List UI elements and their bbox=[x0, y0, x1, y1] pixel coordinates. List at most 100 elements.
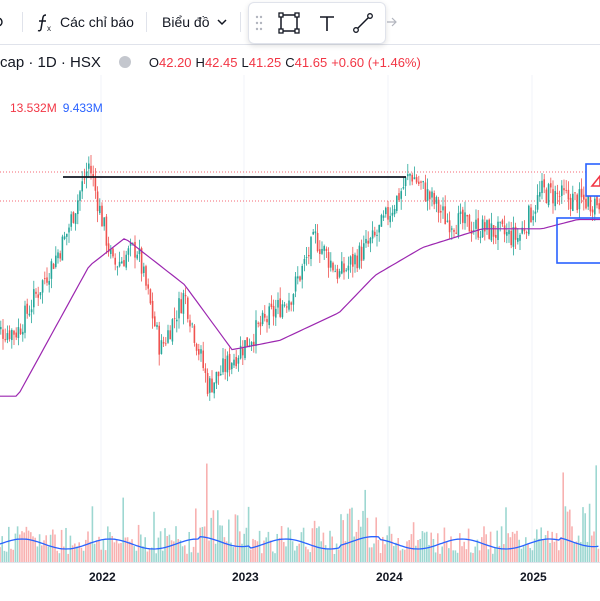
candle-body bbox=[114, 257, 116, 265]
alert-marker-box[interactable] bbox=[585, 163, 600, 197]
candle-body bbox=[433, 193, 435, 205]
candle-body bbox=[393, 208, 396, 215]
indicators-button[interactable]: x Các chỉ báo bbox=[34, 0, 134, 44]
volume-bar bbox=[206, 463, 208, 562]
candle-body bbox=[506, 232, 508, 236]
rectangle-tool-icon[interactable] bbox=[277, 11, 301, 35]
volume-bar bbox=[577, 535, 580, 562]
volume-bar bbox=[320, 541, 322, 562]
volume-bar bbox=[591, 535, 593, 562]
candle-body bbox=[539, 192, 541, 197]
volume-bar bbox=[179, 540, 182, 562]
candle-body bbox=[530, 207, 532, 223]
volume-bar bbox=[393, 546, 395, 562]
volume-bar bbox=[245, 527, 248, 562]
ohlc-close: C41.65 bbox=[285, 54, 328, 70]
volume-bar bbox=[291, 541, 294, 562]
candle-body bbox=[442, 206, 444, 211]
indicators-label: Các chỉ báo bbox=[60, 14, 134, 30]
candle-body bbox=[486, 220, 488, 230]
candle-body bbox=[550, 183, 552, 188]
volume-bar bbox=[549, 542, 551, 562]
candle-body bbox=[363, 243, 365, 260]
candle-body bbox=[374, 231, 376, 236]
volume-bar bbox=[340, 514, 342, 562]
volume-bar bbox=[272, 551, 274, 562]
volume-bar bbox=[487, 549, 490, 562]
chevron-down-icon bbox=[217, 19, 228, 26]
candle-body bbox=[235, 356, 237, 367]
volume-bar bbox=[509, 537, 512, 562]
volume-bar bbox=[300, 532, 303, 562]
toolbar-divider bbox=[146, 12, 147, 32]
volume-bar bbox=[203, 526, 206, 562]
arrow-right-icon[interactable] bbox=[386, 0, 398, 44]
volume-bar bbox=[217, 510, 219, 562]
candle-body bbox=[83, 178, 86, 180]
candle-body bbox=[116, 266, 119, 268]
candle-body bbox=[195, 343, 198, 351]
candle-body bbox=[552, 189, 554, 204]
trend-line-tool-icon[interactable] bbox=[351, 11, 375, 35]
candle-body bbox=[92, 173, 94, 178]
volume-bar bbox=[34, 537, 36, 562]
drag-handle-icon[interactable] bbox=[253, 11, 265, 35]
volume-bar bbox=[140, 534, 142, 562]
volume-bar bbox=[478, 550, 481, 562]
volume-bar bbox=[580, 542, 582, 562]
volume-bar bbox=[564, 506, 567, 562]
volume-bar bbox=[188, 531, 190, 562]
volume-bar bbox=[76, 546, 78, 562]
volume-bar bbox=[137, 524, 140, 562]
chart-type-label: Biểu đồ bbox=[162, 14, 210, 30]
candle-body bbox=[81, 181, 83, 192]
volume-bar bbox=[382, 536, 384, 562]
candle-body bbox=[134, 241, 136, 258]
candle-body bbox=[468, 214, 471, 232]
candle-body bbox=[492, 225, 495, 237]
volume-bar bbox=[155, 553, 157, 562]
candle-body bbox=[156, 324, 158, 327]
candle-body bbox=[591, 209, 594, 213]
time-axis[interactable] bbox=[0, 562, 600, 601]
volume-bar bbox=[87, 531, 89, 562]
candle-body bbox=[475, 219, 477, 229]
symbol-interval[interactable]: cap · 1D · HSX bbox=[0, 53, 101, 71]
volume-bar bbox=[129, 541, 131, 562]
volume-bar bbox=[65, 527, 67, 562]
candle-body bbox=[578, 189, 581, 210]
candle-body bbox=[44, 278, 46, 280]
candle-body bbox=[226, 355, 229, 373]
volume-bar bbox=[439, 553, 441, 562]
candle-body bbox=[202, 350, 204, 369]
volume-bar bbox=[573, 543, 575, 562]
volume-bar bbox=[71, 545, 74, 562]
volume-bar bbox=[397, 537, 399, 562]
volume-bar bbox=[476, 539, 479, 562]
volume-bar bbox=[463, 541, 465, 562]
candle-body bbox=[424, 182, 427, 201]
text-tool-icon[interactable] bbox=[315, 11, 339, 35]
volume-bar bbox=[3, 550, 6, 562]
volume-bar bbox=[12, 549, 14, 562]
drawn-rectangle[interactable] bbox=[556, 217, 600, 264]
volume-bar bbox=[111, 535, 113, 562]
candle-body bbox=[200, 349, 202, 354]
candle-body bbox=[28, 313, 31, 316]
volume-bar bbox=[560, 537, 562, 562]
candle-body bbox=[169, 330, 171, 340]
chart-type-button[interactable]: Biểu đồ bbox=[162, 0, 229, 44]
volume-bar bbox=[56, 550, 58, 562]
volume-bar bbox=[186, 553, 188, 562]
volume-bar bbox=[322, 532, 325, 562]
volume-bar bbox=[54, 534, 56, 562]
candle-body bbox=[90, 165, 92, 174]
candle-body bbox=[543, 179, 545, 188]
chart-compare-button[interactable] bbox=[0, 0, 10, 44]
candle-body bbox=[598, 203, 600, 210]
volume-bar bbox=[551, 531, 553, 562]
volume-bar bbox=[241, 543, 243, 562]
candle-body bbox=[99, 205, 101, 214]
candle-body bbox=[499, 221, 501, 223]
